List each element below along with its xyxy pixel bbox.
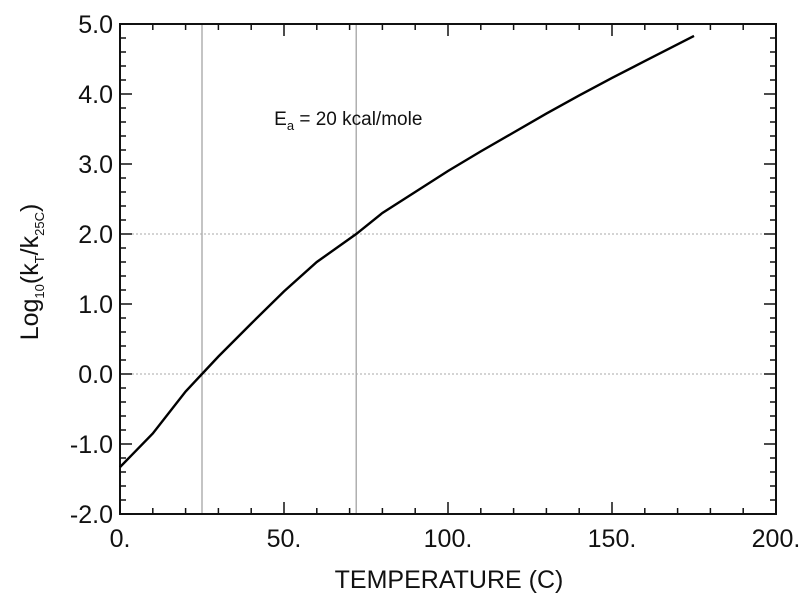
x-tick-label: 200.	[752, 525, 801, 553]
plot-frame	[119, 23, 777, 515]
axis-ticks	[119, 23, 777, 515]
annotation-prefix: E	[274, 109, 287, 130]
reference-lines	[120, 24, 776, 514]
y-title-sub1: 10	[32, 284, 47, 298]
y-tick-label: 4.0	[78, 81, 113, 109]
x-tick-label: 0.	[110, 525, 131, 553]
x-axis-title: TEMPERATURE (C)	[335, 566, 564, 594]
tick-labels: 0. 50. 100. 150. 200. -2.0 -1.0 0.0 1.0 2.0 3.0 4.0…	[70, 11, 800, 553]
y-title-sub2: T	[32, 255, 47, 263]
annotation-sub: a	[287, 118, 295, 133]
y-tick-label: -1.0	[70, 431, 113, 459]
y-tick-label: 0.0	[78, 361, 113, 389]
x-tick-label: 100.	[424, 525, 473, 553]
y-tick-label: 3.0	[78, 151, 113, 179]
y-title-suffix: )	[16, 204, 44, 212]
annotation-rest: = 20 kcal/mole	[294, 109, 422, 130]
y-title-sub3: 25C	[32, 212, 47, 236]
y-title-prefix: Log	[16, 299, 44, 341]
y-title-mid: (k	[16, 263, 44, 284]
y-tick-label: 1.0	[78, 291, 113, 319]
series-line	[119, 34, 695, 468]
y-title-mid2: /k	[16, 235, 44, 255]
y-tick-label: -2.0	[70, 501, 113, 529]
x-tick-label: 150.	[588, 525, 637, 553]
y-tick-label: 2.0	[78, 221, 113, 249]
annotation: Ea = 20 kcal/mole	[274, 109, 422, 133]
y-tick-label: 5.0	[78, 11, 113, 39]
y-axis-title: Log10(kT/k25C)	[16, 204, 47, 341]
x-tick-label: 50.	[267, 525, 302, 553]
